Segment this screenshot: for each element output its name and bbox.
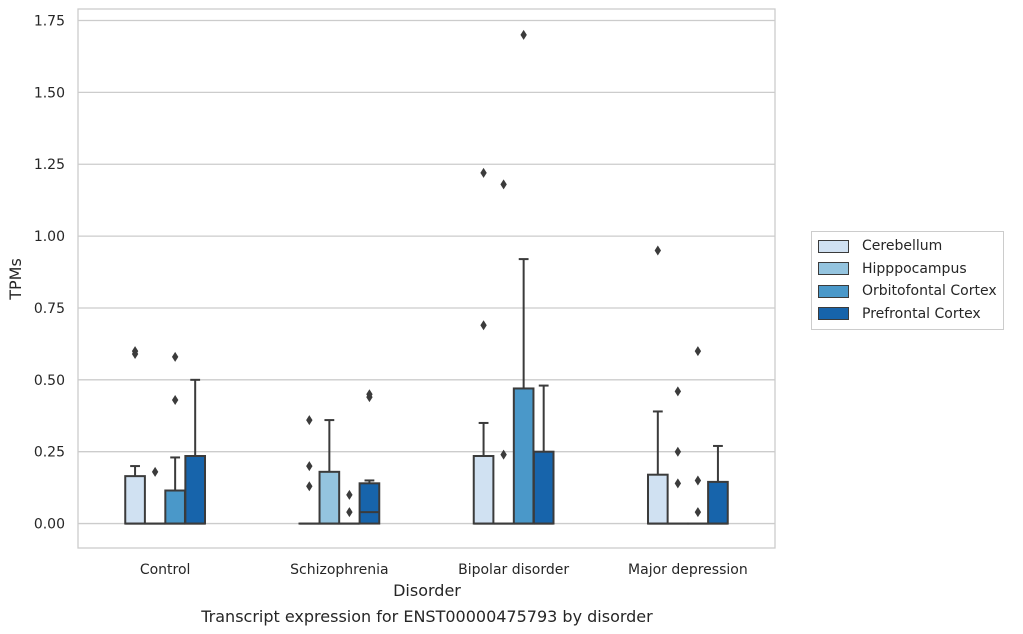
box-group (687, 346, 709, 525)
legend-item: Hipppocampus (818, 258, 997, 281)
plot-area-frame (77, 8, 776, 549)
box-group (358, 389, 381, 525)
outlier-point (654, 245, 662, 256)
y-tick-label: 1.50 (34, 85, 65, 101)
outlier-point (694, 507, 702, 518)
y-tick-label: 0.50 (34, 373, 65, 389)
box (646, 473, 669, 525)
legend-swatch (818, 307, 849, 321)
outlier-point (366, 389, 373, 400)
outlier-point (171, 394, 179, 405)
outlier-point (346, 489, 353, 500)
box (358, 482, 381, 525)
box (184, 455, 207, 525)
outlier-point (674, 386, 682, 397)
y-tick-labels: 0.00 0.25 0.50 0.75 1.00 1.25 1.50 1.75 (34, 13, 65, 532)
outlier-point (151, 466, 159, 477)
x-axis-title: Disorder (393, 581, 461, 600)
outlier-point (500, 449, 507, 460)
x-tick-labels: Control Schizophrenia Bipolar disorder Majo… (140, 562, 748, 578)
outlier-point (306, 415, 313, 426)
box (472, 455, 495, 525)
box (532, 450, 555, 525)
outlier-point (674, 478, 682, 489)
legend-label: Prefrontal Cortex (862, 305, 981, 322)
outlier-point (694, 346, 702, 357)
y-tick-label: 1.75 (34, 13, 65, 29)
x-tick-label: Bipolar disorder (458, 562, 569, 578)
box-group (338, 489, 361, 525)
box-group (144, 466, 166, 525)
chart-caption: Transcript expression for ENST0000047579… (200, 607, 653, 626)
legend-swatch (818, 284, 849, 298)
x-tick-label: Schizophrenia (290, 562, 388, 578)
y-tick-label: 1.00 (34, 229, 65, 245)
box-group (532, 384, 555, 525)
box (124, 475, 146, 525)
box-group (164, 351, 186, 525)
box (707, 480, 729, 525)
outlier-point (520, 29, 527, 40)
outlier-point (306, 461, 313, 472)
box-group (667, 386, 689, 525)
box (512, 387, 535, 525)
legend-label: Cerebellum (862, 238, 943, 255)
legend-label: Hipppocampus (862, 260, 967, 277)
box-group (472, 167, 495, 525)
box-group (512, 29, 535, 525)
legend-label: Orbitofontal Cortex (862, 283, 997, 300)
box-group (646, 245, 669, 525)
outlier-point (500, 179, 507, 190)
outlier-point (306, 481, 313, 492)
box-group (318, 419, 341, 525)
legend-item: Orbitofontal Cortex (818, 280, 997, 303)
legend: Cerebellum Hipppocampus Orbitofontal Cor… (811, 231, 1004, 330)
box (164, 489, 186, 525)
box-group (492, 179, 515, 525)
legend-swatch (818, 239, 849, 253)
box-plot-marks (124, 29, 729, 525)
outlier-point (674, 446, 682, 457)
x-tick-label: Control (140, 562, 191, 578)
outlier-point (480, 167, 487, 178)
outlier-point (131, 346, 139, 357)
y-tick-label: 0.25 (34, 445, 65, 461)
outlier-point (694, 475, 702, 486)
outlier-point (480, 320, 487, 331)
box-group (298, 415, 321, 525)
y-tick-label: 0.00 (34, 517, 65, 533)
outlier-point (171, 351, 179, 362)
box-group (707, 444, 729, 525)
box-group (184, 378, 207, 525)
legend-swatch (818, 262, 849, 276)
box-group (124, 346, 146, 525)
y-tick-label: 1.25 (34, 157, 65, 173)
legend-item: Cerebellum (818, 235, 997, 258)
box (318, 470, 341, 525)
grid-lines (78, 19, 775, 525)
x-tick-label: Major depression (628, 562, 748, 578)
legend-item: Prefrontal Cortex (818, 303, 997, 326)
y-axis-title: TPMs (6, 258, 25, 301)
outlier-point (346, 507, 353, 518)
y-tick-label: 0.75 (34, 301, 65, 317)
